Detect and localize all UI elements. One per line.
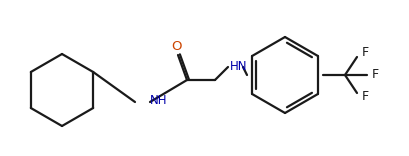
Text: F: F — [372, 68, 379, 81]
Text: F: F — [362, 46, 369, 59]
Text: NH: NH — [150, 93, 168, 107]
Text: O: O — [171, 41, 181, 54]
Text: HN: HN — [230, 59, 247, 73]
Text: F: F — [362, 90, 369, 103]
